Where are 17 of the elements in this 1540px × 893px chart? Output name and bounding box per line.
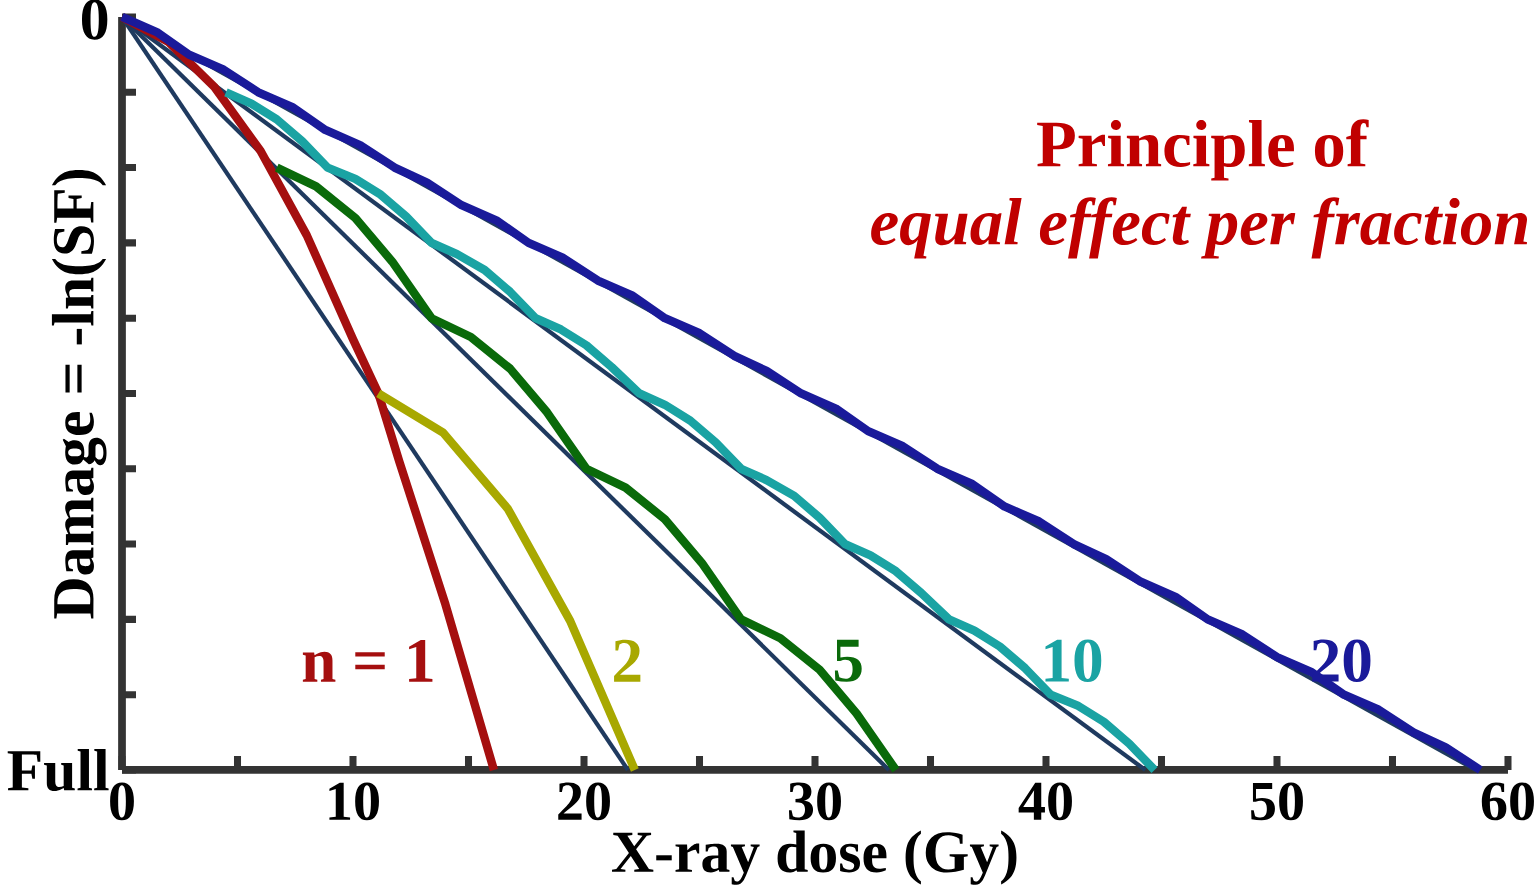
y-axis-title: Damage = -ln(SF): [51, 170, 107, 619]
x-tick-label: 30: [788, 782, 841, 821]
x-tick-label: 20: [558, 782, 610, 821]
x-tick-label: 50: [1251, 782, 1303, 821]
x-axis-title: X-ray dose (Gy): [612, 830, 1017, 885]
x-tick-label: 10: [329, 782, 379, 821]
x-tick-label: 0: [110, 782, 134, 821]
text: 0: [81, 0, 108, 40]
text: Principle of: [1037, 119, 1369, 181]
text: Full: [7, 748, 109, 792]
x-tick-label: 60: [1481, 782, 1534, 821]
series-label: 5: [834, 639, 862, 682]
series-label: n = 1: [302, 639, 433, 682]
text: equal effect per fraction: [871, 197, 1528, 259]
x-tick-label: 40: [1018, 782, 1072, 821]
series-label: 10: [1045, 639, 1102, 683]
series-label: 2: [614, 639, 641, 682]
